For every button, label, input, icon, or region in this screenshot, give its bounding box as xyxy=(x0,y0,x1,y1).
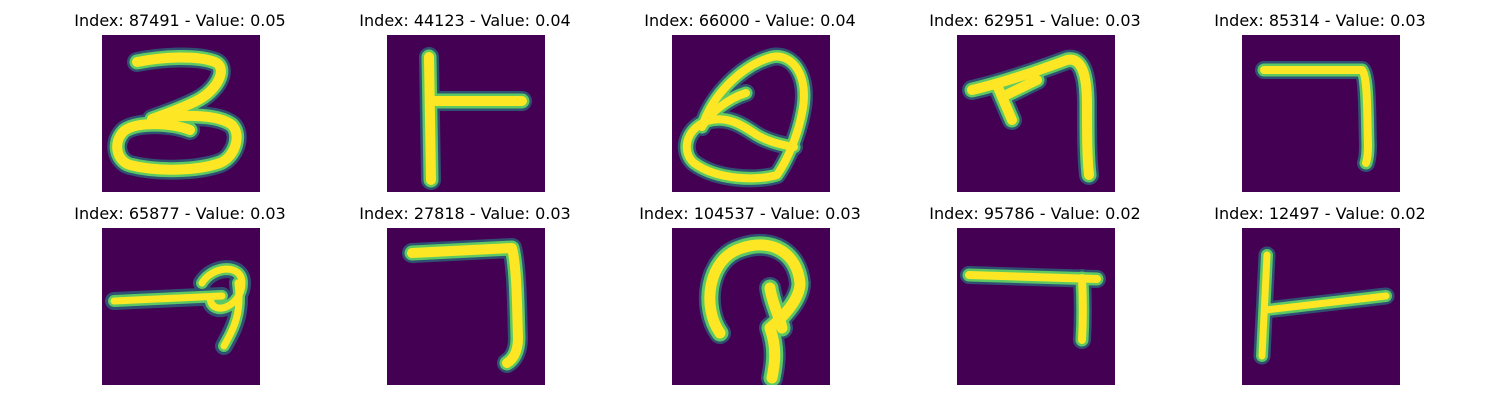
panel-9: Index: 95786 - Value: 0.02 xyxy=(885,193,1185,385)
loop-nine-shape xyxy=(105,260,251,355)
panel-title: Index: 104537 - Value: 0.03 xyxy=(639,204,861,223)
digit-image xyxy=(1242,35,1400,192)
t-rotated-shape xyxy=(419,47,532,190)
panel-title: Index: 66000 - Value: 0.04 xyxy=(644,11,856,30)
digit-image xyxy=(102,35,260,192)
panel-7: Index: 27818 - Value: 0.03 xyxy=(315,193,615,385)
curved-arrow-shape xyxy=(962,49,1099,185)
panel-title: Index: 65877 - Value: 0.03 xyxy=(74,204,286,223)
panel-1: Index: 87491 - Value: 0.05 xyxy=(30,0,330,192)
panel-8: Index: 104537 - Value: 0.03 xyxy=(600,193,900,385)
digit-image xyxy=(387,228,545,385)
panel-title: Index: 27818 - Value: 0.03 xyxy=(359,204,571,223)
panel-4: Index: 62951 - Value: 0.03 xyxy=(885,0,1185,192)
digit-image xyxy=(672,35,830,192)
panel-title: Index: 95786 - Value: 0.02 xyxy=(929,204,1141,223)
digit-three-shape xyxy=(107,47,247,180)
digit-image xyxy=(957,228,1115,385)
panel-title: Index: 44123 - Value: 0.04 xyxy=(359,11,571,30)
seven-bar-shape xyxy=(1255,61,1377,172)
panel-5: Index: 85314 - Value: 0.03 xyxy=(1170,0,1470,192)
panel-title: Index: 85314 - Value: 0.03 xyxy=(1214,11,1426,30)
t-rotated-shape xyxy=(1253,246,1395,365)
panel-10: Index: 12497 - Value: 0.02 xyxy=(1170,193,1470,385)
panel-2: Index: 44123 - Value: 0.04 xyxy=(315,0,615,192)
panel-3: Index: 66000 - Value: 0.04 xyxy=(600,0,900,192)
panel-title: Index: 12497 - Value: 0.02 xyxy=(1214,204,1426,223)
panel-title: Index: 87491 - Value: 0.05 xyxy=(74,11,286,30)
digit-image xyxy=(387,35,545,192)
digit-image xyxy=(957,35,1115,192)
seven-short-shape xyxy=(960,266,1106,349)
digit-image xyxy=(672,228,830,385)
seven-bar-shape xyxy=(402,238,528,373)
digit-image xyxy=(1242,228,1400,385)
loop-q-shape xyxy=(677,47,813,188)
hook-shape xyxy=(698,233,811,385)
panel-6: Index: 65877 - Value: 0.03 xyxy=(30,193,330,385)
panel-title: Index: 62951 - Value: 0.03 xyxy=(929,11,1141,30)
digit-image xyxy=(102,228,260,385)
